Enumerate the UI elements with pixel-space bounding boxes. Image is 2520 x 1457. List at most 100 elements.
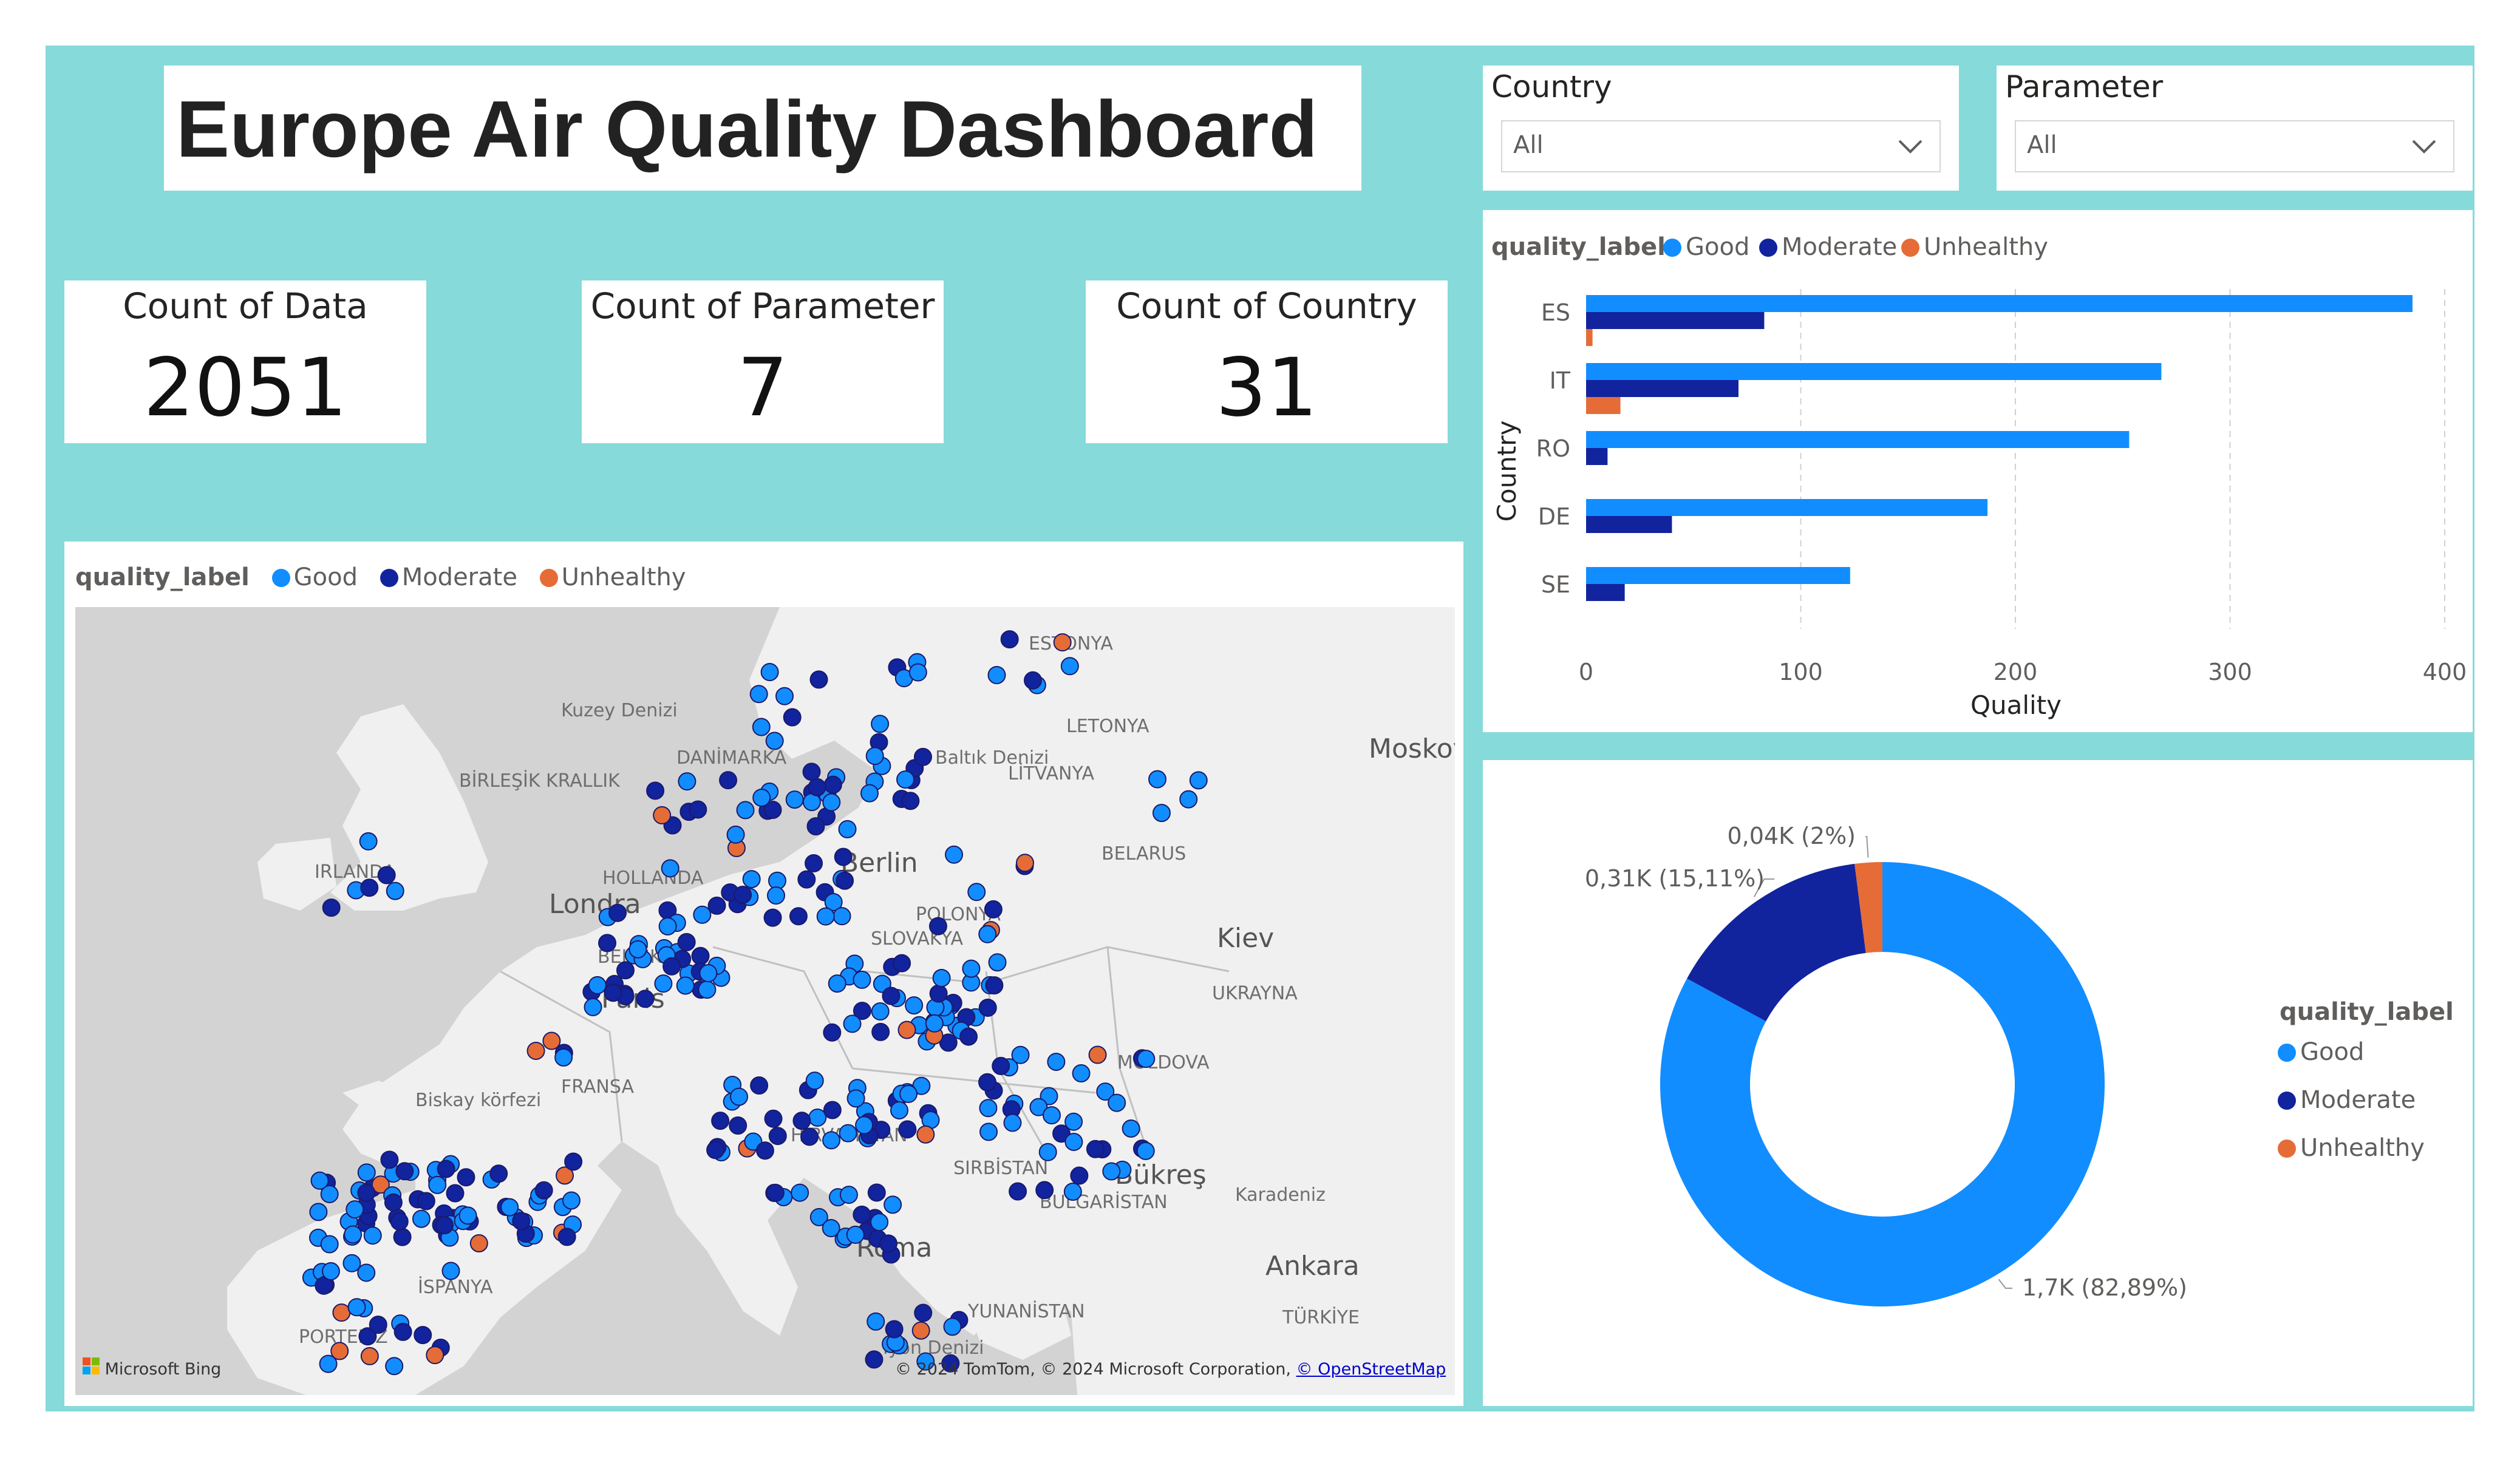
station-point[interactable] [380, 1150, 399, 1169]
station-point[interactable] [1108, 1093, 1126, 1112]
bar-SE-moderate[interactable] [1586, 584, 1625, 601]
station-point[interactable] [1148, 770, 1167, 789]
station-point[interactable] [320, 1184, 339, 1203]
station-point[interactable] [1009, 1182, 1027, 1201]
station-point[interactable] [428, 1175, 447, 1194]
station-point[interactable] [489, 1164, 508, 1183]
station-point[interactable] [742, 870, 761, 889]
station-point[interactable] [1136, 1141, 1155, 1160]
station-point[interactable] [344, 1225, 363, 1244]
station-point[interactable] [369, 1316, 387, 1334]
station-point[interactable] [322, 898, 341, 917]
station-point[interactable] [1189, 771, 1208, 790]
station-point[interactable] [446, 1184, 465, 1203]
station-point[interactable] [385, 1357, 404, 1376]
station-point[interactable] [763, 800, 782, 819]
station-point[interactable] [636, 990, 655, 1008]
bar-ES-unhealthy[interactable] [1586, 329, 1593, 346]
station-point[interactable] [441, 1262, 460, 1280]
station-point[interactable] [962, 959, 981, 978]
bar-ES-moderate[interactable] [1586, 312, 1765, 329]
station-point[interactable] [662, 957, 681, 976]
bar-IT-moderate[interactable] [1586, 380, 1738, 397]
station-point[interactable] [1003, 1113, 1022, 1132]
station-point[interactable] [808, 778, 826, 796]
station-point[interactable] [554, 1048, 573, 1067]
parameter-dropdown[interactable]: All [2015, 120, 2454, 172]
station-point[interactable] [925, 1014, 944, 1033]
legend-item-unhealthy[interactable]: Unhealthy [1924, 233, 2048, 261]
station-point[interactable] [500, 1198, 519, 1217]
station-point[interactable] [871, 1022, 890, 1041]
station-point[interactable] [1064, 1112, 1083, 1131]
station-point[interactable] [310, 1171, 329, 1190]
station-point[interactable] [608, 903, 627, 922]
station-point[interactable] [1102, 1162, 1121, 1181]
station-point[interactable] [828, 974, 846, 993]
station-point[interactable] [377, 866, 396, 885]
station-point[interactable] [805, 854, 823, 872]
bar-RO-moderate[interactable] [1586, 448, 1608, 465]
donut-slice-moderate[interactable] [1687, 863, 1866, 1022]
station-point[interactable] [916, 1352, 935, 1371]
station-point[interactable] [871, 1002, 890, 1021]
station-point[interactable] [414, 1326, 432, 1345]
station-point[interactable] [839, 1124, 857, 1143]
station-point[interactable] [358, 1327, 377, 1346]
station-point[interactable] [1122, 1119, 1140, 1138]
station-point[interactable] [386, 881, 404, 900]
station-point[interactable] [321, 1262, 340, 1281]
station-point[interactable] [941, 1354, 960, 1373]
station-point[interactable] [823, 1101, 842, 1119]
map-legend-item-good[interactable]: Good [293, 563, 358, 591]
station-point[interactable] [562, 1191, 581, 1210]
station-point[interactable] [417, 1192, 435, 1211]
station-point[interactable] [393, 1322, 412, 1341]
station-point[interactable] [890, 1101, 908, 1119]
station-point[interactable] [865, 747, 884, 766]
station-point[interactable] [805, 1072, 824, 1090]
station-point[interactable] [598, 934, 617, 953]
station-point[interactable] [967, 883, 986, 902]
station-point[interactable] [992, 1056, 1010, 1075]
station-point[interactable] [767, 886, 786, 905]
station-point[interactable] [979, 1122, 998, 1141]
station-point[interactable] [899, 1084, 918, 1103]
station-point[interactable] [360, 1347, 379, 1365]
station-point[interactable] [588, 976, 607, 994]
station-point[interactable] [469, 1234, 488, 1252]
station-point[interactable] [699, 964, 718, 983]
station-point[interactable] [346, 1200, 364, 1219]
station-point[interactable] [855, 1116, 874, 1135]
station-point[interactable] [792, 1112, 811, 1130]
station-point[interactable] [879, 1234, 897, 1253]
station-point[interactable] [691, 946, 710, 965]
station-point[interactable] [719, 771, 738, 790]
station-point[interactable] [729, 1116, 747, 1135]
station-point[interactable] [898, 1120, 917, 1139]
station-point[interactable] [853, 1205, 871, 1224]
station-point[interactable] [1047, 1053, 1066, 1072]
station-point[interactable] [775, 687, 794, 705]
bar-IT-good[interactable] [1586, 363, 2162, 380]
station-point[interactable] [1086, 1139, 1105, 1158]
station-point[interactable] [750, 1076, 769, 1095]
station-point[interactable] [867, 1183, 886, 1202]
country-dropdown[interactable]: All [1501, 120, 1941, 172]
station-point[interactable] [1000, 630, 1019, 649]
station-point[interactable] [870, 1213, 889, 1232]
bar-ES-good[interactable] [1586, 295, 2413, 312]
station-point[interactable] [371, 1175, 390, 1194]
station-point[interactable] [564, 1152, 583, 1171]
station-point[interactable] [979, 1099, 998, 1118]
station-point[interactable] [768, 1127, 787, 1146]
station-point[interactable] [437, 1160, 455, 1178]
station-point[interactable] [1063, 1182, 1082, 1201]
station-point[interactable] [763, 908, 782, 927]
donut-legend-item-moderate[interactable]: Moderate [2300, 1086, 2416, 1114]
station-point[interactable] [457, 1168, 475, 1187]
donut-legend-item-good[interactable]: Good [2300, 1038, 2364, 1066]
station-point[interactable] [843, 1014, 862, 1033]
station-point[interactable] [357, 1263, 376, 1282]
station-point[interactable] [359, 832, 378, 851]
